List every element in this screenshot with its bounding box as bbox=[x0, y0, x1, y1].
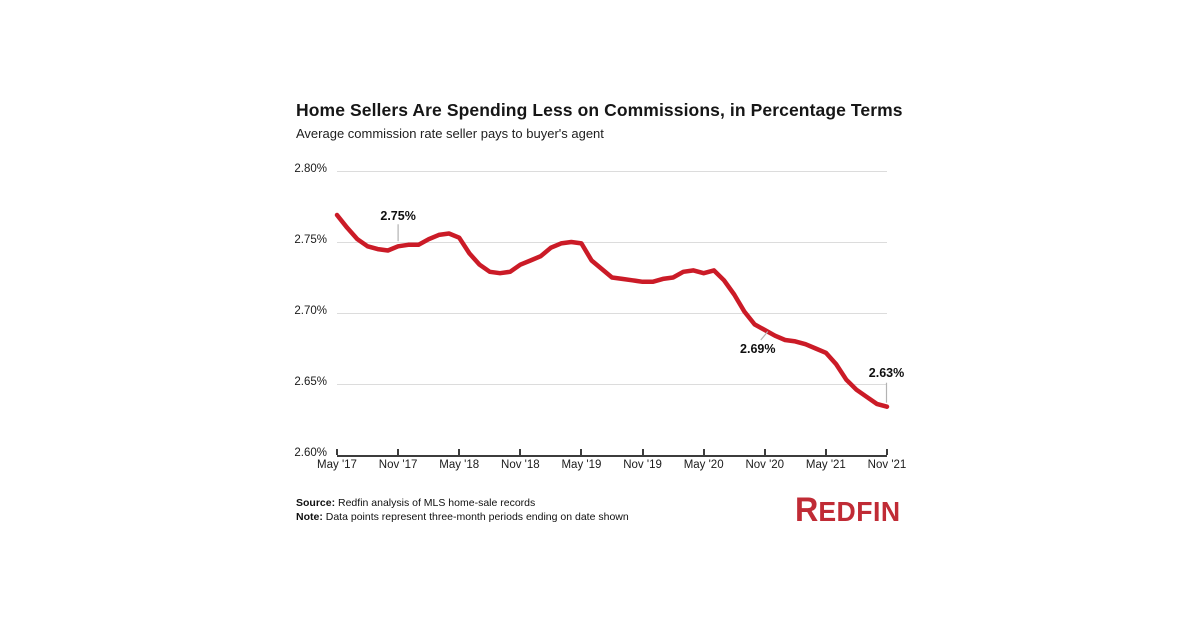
axis-tick bbox=[702, 449, 705, 455]
note-label: Note: bbox=[296, 511, 323, 523]
annotation-label: 2.69% bbox=[740, 342, 776, 357]
axis-tick bbox=[397, 449, 400, 455]
y-axis-label: 2.60% bbox=[294, 447, 327, 459]
annotation-label: 2.63% bbox=[868, 365, 905, 380]
note-text: Data points represent three-month period… bbox=[322, 511, 629, 523]
x-axis-label: May '18 bbox=[439, 459, 480, 471]
x-axis-label: Nov '18 bbox=[501, 459, 540, 471]
y-axis-label: 2.70% bbox=[294, 305, 327, 317]
chart-subtitle: Average commission rate seller pays to b… bbox=[296, 126, 604, 141]
gridline-2-65 bbox=[337, 384, 887, 385]
gridline-2-70 bbox=[337, 313, 887, 314]
redfin-logo: REDFIN bbox=[795, 493, 901, 527]
x-axis-label: May '21 bbox=[805, 459, 846, 471]
x-axis-label: Nov '20 bbox=[745, 459, 785, 471]
axis-tick bbox=[641, 449, 644, 455]
commission-line-chart bbox=[334, 212, 890, 409]
axis-tick bbox=[336, 449, 338, 455]
x-axis-label: May '19 bbox=[561, 459, 602, 471]
axis-tick bbox=[824, 449, 827, 455]
plot-area bbox=[334, 171, 890, 457]
commission-rate-line bbox=[334, 212, 890, 409]
redfin-logo-r: R bbox=[795, 491, 819, 529]
gridline-2-80 bbox=[337, 171, 887, 172]
y-axis-label: 2.75% bbox=[294, 234, 327, 246]
source-line: Source: Redfin analysis of MLS home-sale… bbox=[296, 497, 535, 509]
annotation-label: 2.75% bbox=[380, 209, 416, 224]
x-axis-label: May '17 bbox=[317, 459, 357, 471]
y-axis-label: 2.65% bbox=[294, 376, 327, 388]
source-text: Redfin analysis of MLS home-sale records bbox=[335, 497, 536, 509]
y-axis-label: 2.80% bbox=[294, 163, 327, 175]
note-line: Note: Data points represent three-month … bbox=[296, 511, 629, 523]
axis-tick bbox=[519, 449, 522, 455]
x-axis-label: May '20 bbox=[683, 459, 724, 471]
source-label: Source: bbox=[296, 497, 336, 509]
x-axis-label: Nov '17 bbox=[378, 459, 418, 471]
redfin-logo-rest: EDFIN bbox=[818, 496, 901, 527]
axis-tick bbox=[580, 449, 583, 455]
axis-tick bbox=[886, 449, 888, 455]
axis-tick bbox=[458, 449, 461, 455]
axis-tick bbox=[763, 449, 766, 455]
x-axis-label: Nov '19 bbox=[623, 459, 662, 471]
gridline-2-75 bbox=[337, 242, 887, 243]
callout-line bbox=[760, 331, 769, 341]
chart-title: Home Sellers Are Spending Less on Commis… bbox=[296, 100, 903, 120]
x-axis-label: Nov '21 bbox=[867, 459, 907, 471]
